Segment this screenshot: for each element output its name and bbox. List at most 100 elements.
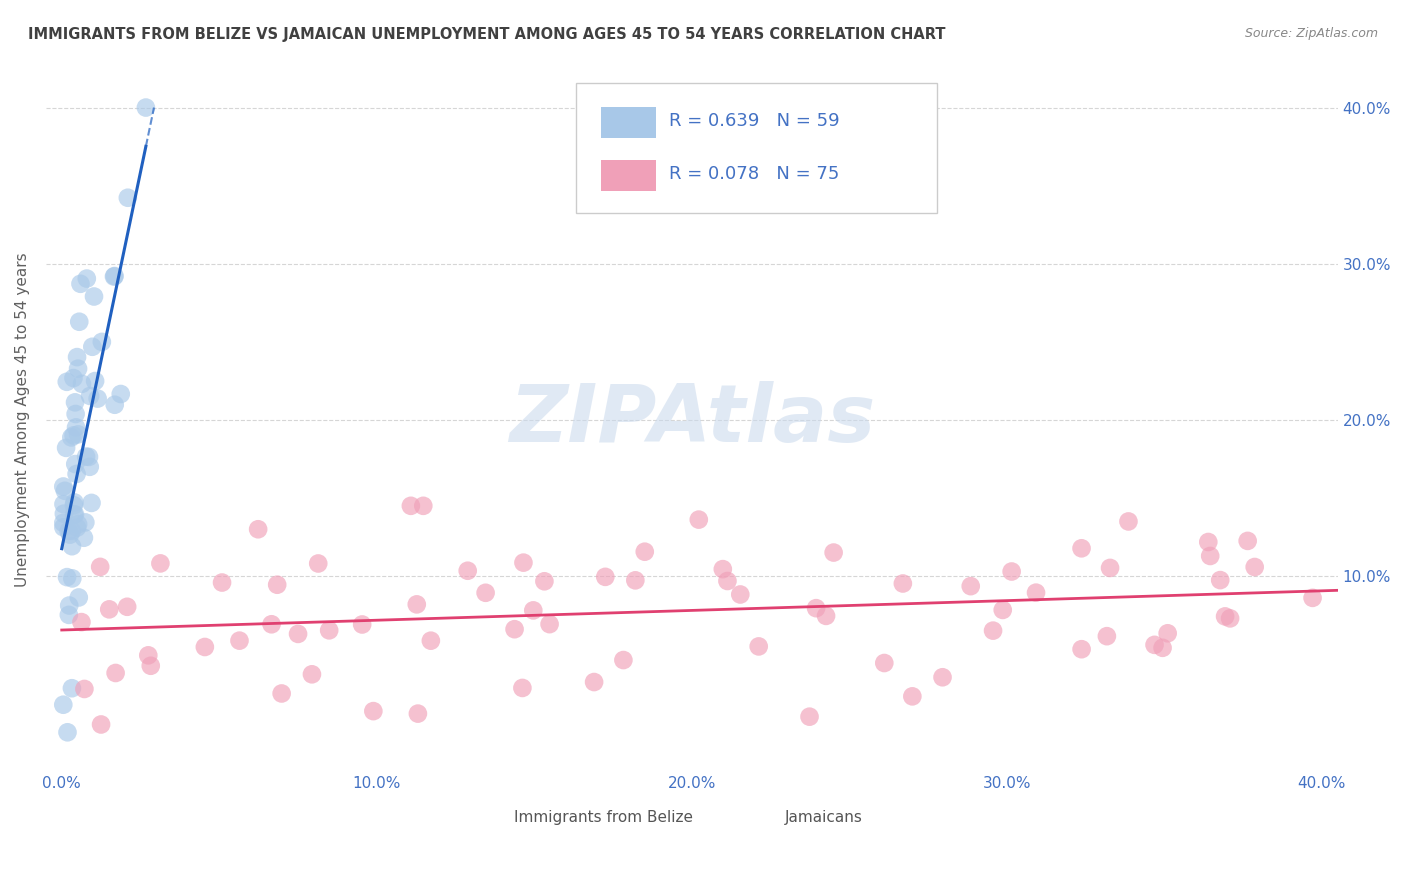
Point (69, 277, 91, 291)
Point (136, 648, 159, 663)
Point (103, 269, 125, 284)
Point (63, 508, 86, 522)
Point (52, 497, 75, 511)
Point (98, 602, 121, 616)
Point (65, 457, 87, 471)
Point (83, 289, 105, 303)
Point (1143, 638, 1166, 652)
Point (79, 459, 101, 474)
Point (412, 499, 434, 513)
Point (1152, 640, 1174, 655)
Point (52, 479, 75, 493)
Point (474, 586, 496, 600)
Point (86, 392, 108, 406)
Point (117, 191, 139, 205)
Point (1219, 611, 1241, 625)
Point (77, 450, 100, 464)
Point (991, 603, 1014, 617)
Point (60, 524, 83, 538)
Point (716, 574, 738, 588)
Point (63, 395, 86, 409)
Point (931, 670, 953, 684)
Point (624, 574, 647, 588)
Point (1213, 609, 1236, 624)
Point (1070, 642, 1092, 657)
Point (90, 334, 112, 349)
Point (52, 698, 75, 712)
Point (110, 387, 132, 401)
Point (67, 361, 90, 376)
Point (104, 665, 127, 680)
Point (53, 483, 76, 498)
Point (149, 557, 172, 571)
Point (1236, 533, 1258, 548)
Point (981, 624, 1004, 638)
Point (1070, 541, 1092, 556)
Point (405, 598, 427, 612)
Point (1243, 560, 1265, 574)
Point (688, 513, 710, 527)
Point (891, 576, 914, 591)
Point (634, 545, 657, 559)
Point (612, 653, 634, 667)
Point (228, 633, 250, 648)
Point (522, 603, 544, 617)
Point (60, 539, 83, 553)
Point (815, 608, 838, 623)
Point (307, 557, 329, 571)
Point (399, 499, 422, 513)
Point (65, 467, 87, 481)
Text: Source: ZipAtlas.com: Source: ZipAtlas.com (1244, 27, 1378, 40)
Point (959, 579, 981, 593)
Point (76, 271, 98, 285)
Point (194, 640, 217, 654)
Point (62, 428, 84, 442)
Point (52, 507, 75, 521)
Point (799, 709, 821, 723)
FancyBboxPatch shape (721, 803, 776, 832)
Point (66, 521, 89, 535)
Point (90, 717, 112, 731)
Point (583, 675, 606, 690)
Point (52, 516, 75, 530)
Point (287, 627, 309, 641)
Point (419, 633, 441, 648)
Point (1095, 629, 1118, 643)
FancyBboxPatch shape (602, 107, 655, 138)
Y-axis label: Unemployment Among Ages 45 to 54 years: Unemployment Among Ages 45 to 54 years (15, 252, 30, 587)
Point (1099, 561, 1122, 575)
Text: Immigrants from Belize: Immigrants from Belize (513, 810, 693, 824)
Point (266, 578, 288, 592)
Point (139, 658, 162, 673)
Point (823, 545, 845, 559)
Point (67, 591, 90, 605)
Text: R = 0.639   N = 59: R = 0.639 N = 59 (669, 112, 839, 130)
Point (60, 430, 83, 444)
Point (80, 496, 103, 510)
Point (730, 587, 752, 601)
Point (65, 407, 87, 421)
Point (503, 622, 526, 636)
Point (457, 564, 479, 578)
Point (260, 617, 283, 632)
Point (65, 420, 87, 434)
Point (104, 268, 127, 283)
Point (115, 599, 138, 614)
Point (533, 574, 555, 589)
Point (873, 656, 896, 670)
Point (67, 517, 90, 532)
Point (270, 686, 292, 700)
Text: ZIPAtlas: ZIPAtlas (509, 381, 875, 458)
Point (79, 389, 101, 403)
Point (55, 375, 77, 389)
Point (104, 398, 127, 412)
Point (58, 524, 80, 538)
Text: Jamaicans: Jamaicans (785, 810, 863, 824)
Point (1118, 515, 1140, 529)
Point (73, 681, 96, 696)
Point (89, 560, 111, 574)
Point (748, 640, 770, 654)
Text: IMMIGRANTS FROM BELIZE VS JAMAICAN UNEMPLOYMENT AMONG AGES 45 TO 54 YEARS CORREL: IMMIGRANTS FROM BELIZE VS JAMAICAN UNEMP… (28, 27, 946, 42)
Point (67, 427, 90, 442)
Point (406, 706, 429, 721)
